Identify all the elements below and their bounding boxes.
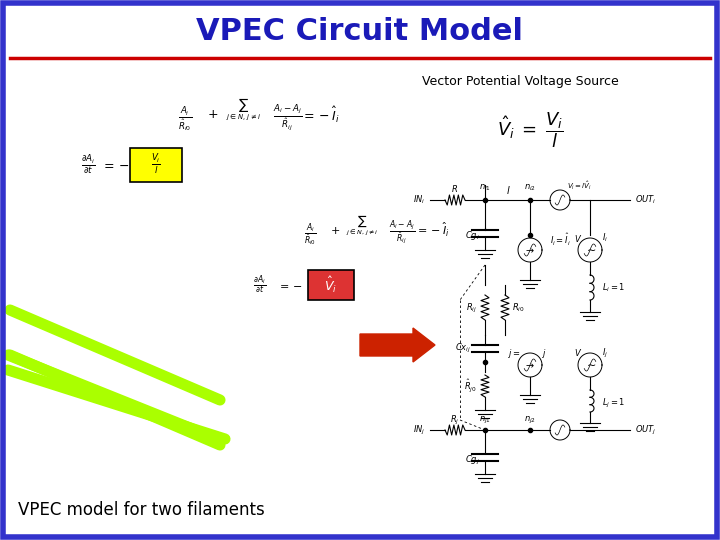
Text: $\frac{\partial A_i}{\partial t}$: $\frac{\partial A_i}{\partial t}$	[253, 274, 266, 296]
Text: $\frac{A_i}{\hat{R}_{i0}}$: $\frac{A_i}{\hat{R}_{i0}}$	[178, 106, 192, 134]
Text: $Cx_{ij}$: $Cx_{ij}$	[455, 341, 471, 355]
Text: $+$: $+$	[330, 225, 340, 235]
Text: $= -$: $= -$	[101, 159, 130, 172]
FancyArrow shape	[360, 328, 435, 362]
Text: $\frac{A_i}{\hat{R}_{i0}}$: $\frac{A_i}{\hat{R}_{i0}}$	[304, 221, 316, 248]
Text: $= -$: $= -$	[277, 280, 303, 290]
Text: $V$: $V$	[574, 233, 582, 244]
Text: $R_j$: $R_j$	[450, 414, 460, 427]
Text: $j$: $j$	[542, 347, 548, 360]
Text: $IN_i$: $IN_i$	[413, 194, 425, 206]
Text: $\sum_{j\in N,\,j\neq i}$: $\sum_{j\in N,\,j\neq i}$	[346, 214, 378, 238]
Text: VPEC model for two filaments: VPEC model for two filaments	[18, 501, 265, 519]
Bar	[308, 270, 354, 300]
Text: $R$: $R$	[451, 183, 459, 193]
Text: $V$: $V$	[574, 348, 582, 359]
Text: $n_{j1}$: $n_{j1}$	[479, 415, 491, 426]
Text: $+$: $+$	[207, 109, 219, 122]
Text: $\hat{V}_i$: $\hat{V}_i$	[325, 275, 338, 295]
Text: $I_i$: $I_i$	[602, 232, 608, 244]
Text: $n_{i2}$: $n_{i2}$	[524, 183, 536, 193]
Text: $R_{ij}$: $R_{ij}$	[467, 301, 477, 314]
Text: $\rightarrow$: $\rightarrow$	[524, 360, 536, 370]
Text: $l$: $l$	[505, 184, 510, 196]
Text: $\frac{A_i - A_j}{\hat{R}_{ij}}$: $\frac{A_i - A_j}{\hat{R}_{ij}}$	[274, 103, 302, 133]
Text: $\frac{V_i}{l}$: $\frac{V_i}{l}$	[151, 153, 161, 177]
Text: $OUT_j$: $OUT_j$	[635, 423, 657, 436]
Text: $R_{i0}$: $R_{i0}$	[512, 302, 524, 314]
Bar	[130, 148, 182, 182]
Text: $I_i=\hat{I}_i$: $I_i=\hat{I}_i$	[550, 232, 571, 248]
Text: $\frac{\partial A_i}{\partial t}$: $\frac{\partial A_i}{\partial t}$	[81, 153, 95, 177]
Text: $\hat{R}_{j0}$: $\hat{R}_{j0}$	[464, 377, 477, 394]
Text: $= -\hat{I}_i$: $= -\hat{I}_i$	[415, 221, 449, 239]
Text: $I_j$: $I_j$	[602, 347, 608, 360]
Text: $n_{j2}$: $n_{j2}$	[524, 415, 536, 426]
Text: $\sim$: $\sim$	[584, 245, 596, 255]
Text: $\sim$: $\sim$	[584, 360, 596, 370]
Text: $= -\hat{I}_i$: $= -\hat{I}_i$	[300, 105, 339, 125]
Text: $n_{i1}$: $n_{i1}$	[479, 183, 491, 193]
Text: $Cg_i$: $Cg_i$	[464, 228, 480, 241]
Text: $Cg_j$: $Cg_j$	[464, 454, 480, 467]
Text: $\hat{V}_i \;=\; \dfrac{V_i}{l}$: $\hat{V}_i \;=\; \dfrac{V_i}{l}$	[497, 110, 563, 150]
Text: $\sum_{j\in N,\,j\neq i}$: $\sum_{j\in N,\,j\neq i}$	[227, 97, 261, 123]
Text: $IN_j$: $IN_j$	[413, 423, 425, 436]
Text: Vector Potential Voltage Source: Vector Potential Voltage Source	[422, 76, 618, 89]
Text: $OUT_i$: $OUT_i$	[635, 194, 657, 206]
Text: $\rightarrow$: $\rightarrow$	[524, 245, 536, 255]
Text: VPEC Circuit Model: VPEC Circuit Model	[197, 17, 523, 46]
Text: $L_j=1$: $L_j=1$	[602, 396, 626, 409]
Text: $L_i=1$: $L_i=1$	[602, 282, 626, 294]
Text: $\frac{A_i - A_j}{\hat{R}_{ij}}$: $\frac{A_i - A_j}{\hat{R}_{ij}}$	[389, 219, 415, 247]
Text: $V_i=l\hat{V}_i$: $V_i=l\hat{V}_i$	[567, 180, 593, 192]
Text: $j=$: $j=$	[508, 347, 521, 360]
